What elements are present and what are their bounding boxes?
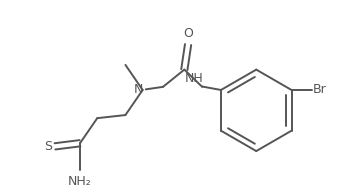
Text: Br: Br xyxy=(312,84,326,96)
Text: NH₂: NH₂ xyxy=(68,175,92,189)
Text: S: S xyxy=(44,140,52,153)
Text: N: N xyxy=(133,84,143,96)
Text: NH: NH xyxy=(185,72,204,85)
Text: O: O xyxy=(183,27,193,40)
